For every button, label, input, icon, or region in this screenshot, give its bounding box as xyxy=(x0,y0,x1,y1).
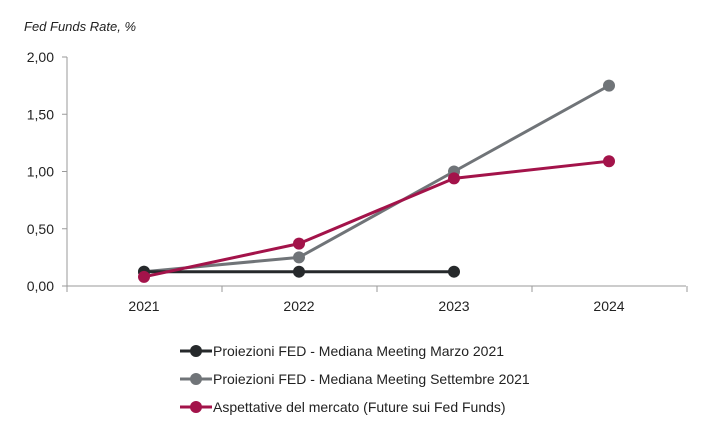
data-point xyxy=(603,79,615,92)
data-point xyxy=(448,265,460,278)
x-tick-labels: 2021 2022 2023 2024 xyxy=(66,286,688,314)
legend-marker xyxy=(190,373,202,385)
series-3 xyxy=(138,155,615,283)
data-point xyxy=(293,237,305,250)
series-line xyxy=(143,84,610,274)
y-tick-label: 2,00 xyxy=(27,49,54,65)
legend-label: Aspettative del mercato (Future sui Fed … xyxy=(213,399,506,415)
y-tick-label: 1,50 xyxy=(27,106,54,122)
legend-item: Proiezioni FED - Mediana Meeting Settemb… xyxy=(180,371,530,387)
legend-label: Proiezioni FED - Mediana Meeting Marzo 2… xyxy=(213,343,504,359)
legend-item: Proiezioni FED - Mediana Meeting Marzo 2… xyxy=(180,343,504,359)
axes xyxy=(66,57,686,287)
data-point xyxy=(603,155,615,168)
y-tick-label: 1,00 xyxy=(27,164,54,180)
legend-marker xyxy=(190,345,202,357)
series-line xyxy=(143,159,610,279)
x-tick-label: 2024 xyxy=(593,298,624,314)
legend-marker xyxy=(190,401,202,413)
legend-label: Proiezioni FED - Mediana Meeting Settemb… xyxy=(213,371,530,387)
legend-item: Aspettative del mercato (Future sui Fed … xyxy=(180,399,506,415)
data-point xyxy=(293,265,305,278)
series-2 xyxy=(138,79,615,278)
y-axis-title: Fed Funds Rate, % xyxy=(24,19,136,34)
series-layer xyxy=(138,79,615,283)
x-tick-label: 2022 xyxy=(283,298,314,314)
y-tick-label: 0,00 xyxy=(27,278,54,294)
y-tick-label: 0,50 xyxy=(27,221,54,237)
y-tick-labels: 0,00 0,50 1,00 1,50 2,00 xyxy=(27,49,67,294)
legend: Proiezioni FED - Mediana Meeting Marzo 2… xyxy=(180,343,530,415)
x-tick-label: 2023 xyxy=(438,298,469,314)
x-tick-label: 2021 xyxy=(128,298,159,314)
data-point xyxy=(448,172,460,185)
data-point xyxy=(138,270,150,283)
data-point xyxy=(293,251,305,264)
